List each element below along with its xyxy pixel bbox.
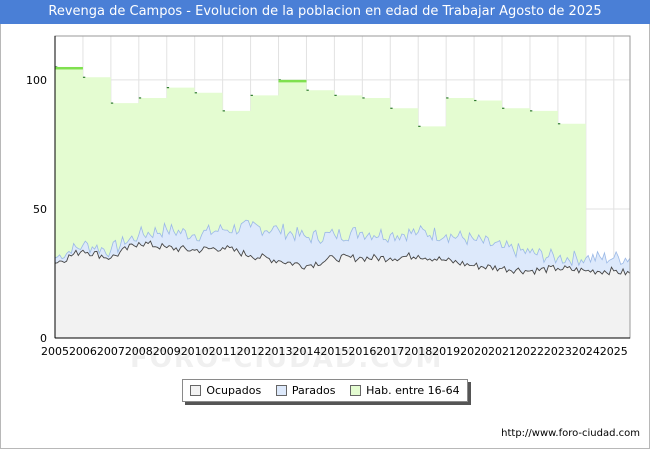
legend-item-hab: Hab. entre 16-64: [350, 384, 460, 397]
x-tick-label-2010: 2010: [181, 345, 209, 358]
x-tick-label-2009: 2009: [153, 345, 181, 358]
y-tick-label-100: 100: [26, 74, 47, 87]
x-tick-label-2020: 2020: [460, 345, 488, 358]
source-link[interactable]: http://www.foro-ciudad.com: [501, 428, 640, 439]
area-ocupados: [55, 241, 630, 338]
hab-highlight-2013: [278, 79, 307, 83]
x-tick-label-2025: 2025: [600, 345, 628, 358]
x-tick-label-2021: 2021: [488, 345, 516, 358]
legend-item-ocupados: Ocupados: [190, 384, 261, 397]
x-tick-label-2007: 2007: [97, 345, 125, 358]
x-tick-label-2008: 2008: [125, 345, 153, 358]
watermark: FORO-CIUDAD.COM: [130, 344, 444, 374]
x-tick-label-2005: 2005: [41, 345, 69, 358]
legend-label-parados: Parados: [291, 384, 336, 397]
x-tick-label-2011: 2011: [209, 345, 237, 358]
chart-legend: Ocupados Parados Hab. entre 16-64: [182, 379, 468, 402]
x-tick-label-2014: 2014: [292, 345, 320, 358]
x-tick-label-2022: 2022: [516, 345, 544, 358]
area-parados: [55, 220, 630, 275]
legend-label-ocupados: Ocupados: [206, 384, 262, 397]
line-parados: [54, 219, 631, 267]
x-tick-label-2018: 2018: [404, 345, 432, 358]
x-tick-label-2023: 2023: [544, 345, 572, 358]
x-tick-label-2013: 2013: [265, 345, 293, 358]
y-tick-label-50: 50: [33, 203, 47, 216]
y-tick-label-0: 0: [40, 332, 47, 345]
x-tick-label-2015: 2015: [320, 345, 348, 358]
legend-swatch-ocupados: [190, 385, 202, 396]
x-tick-label-2016: 2016: [348, 345, 376, 358]
legend-swatch-hab: [350, 385, 362, 396]
x-tick-label-2024: 2024: [572, 345, 600, 358]
x-tick-label-2017: 2017: [376, 345, 404, 358]
x-tick-label-2006: 2006: [69, 345, 97, 358]
legend-item-parados: Parados: [275, 384, 336, 397]
legend-label-hab: Hab. entre 16-64: [366, 384, 460, 397]
hab-highlight-2005: [55, 66, 83, 70]
legend-swatch-parados: [275, 385, 287, 396]
line-ocupados: [54, 240, 631, 276]
x-tick-label-2019: 2019: [432, 345, 460, 358]
x-tick-label-2012: 2012: [237, 345, 265, 358]
chart-title: Revenga de Campos - Evolucion de la pobl…: [0, 0, 650, 24]
